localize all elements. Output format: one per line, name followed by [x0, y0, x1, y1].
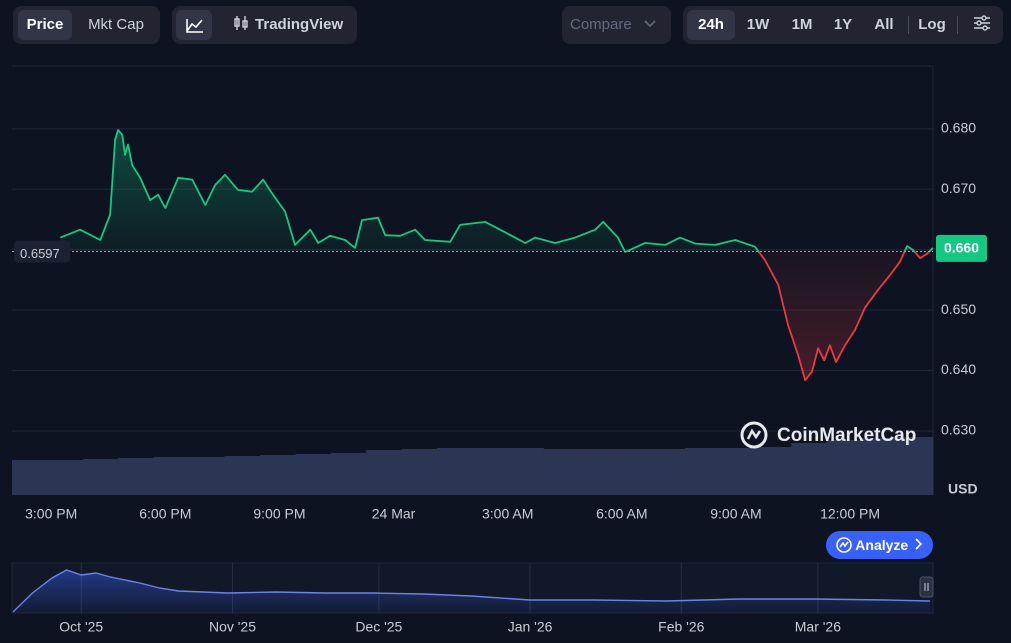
candle-icon	[234, 16, 248, 30]
price-area	[60, 130, 934, 381]
navigator-handle	[919, 576, 934, 598]
tab-group: Price Mkt Cap	[13, 6, 160, 44]
volume-bar	[47, 460, 84, 495]
y-tick-label: 0.630	[941, 422, 976, 438]
volume-bar	[507, 448, 544, 495]
x-tick-label: 6:00 AM	[596, 506, 647, 522]
volume-bar	[578, 449, 615, 495]
x-tick-label: 6:00 PM	[139, 506, 191, 522]
baseline-label-box	[14, 240, 70, 263]
navigator-handle-grip	[924, 583, 929, 591]
volume-bar	[330, 453, 367, 495]
settings-button[interactable]	[965, 10, 999, 40]
volume-bar	[791, 443, 828, 495]
volume-bar	[82, 459, 119, 495]
y-axis-unit: USD	[948, 481, 978, 497]
volume-bar	[862, 438, 899, 495]
volume-bar	[472, 448, 509, 495]
volume-bar	[685, 448, 721, 495]
tradingview-label: TradingView	[255, 16, 344, 33]
x-tick-label: 3:00 PM	[25, 506, 77, 522]
volume-bar	[366, 450, 403, 495]
watermark: CoinMarketCap	[777, 425, 916, 446]
volume-bar	[720, 448, 757, 495]
volume-bar	[12, 460, 48, 495]
chevron	[644, 20, 656, 28]
current-price-tag	[936, 234, 987, 262]
volume-bar	[153, 457, 190, 495]
log-toggle[interactable]: Log	[918, 16, 946, 33]
volume-bar	[649, 449, 686, 495]
y-tick-label: 0.670	[941, 180, 976, 196]
compare-label: Compare	[570, 16, 632, 33]
volume-bar	[437, 448, 473, 495]
navigator-tick-label: Mar '26	[795, 619, 841, 635]
baseline-label: 0.6597	[20, 246, 60, 261]
x-tick-label: 9:00 AM	[710, 506, 761, 522]
volume-bar	[401, 449, 438, 495]
navigator-area	[12, 570, 931, 613]
volume-bar	[118, 458, 155, 495]
tab-price[interactable]: Price	[18, 10, 72, 40]
separator	[957, 16, 958, 34]
x-tick-label: 24 Mar	[372, 506, 416, 522]
tab-mktcap[interactable]: Mkt Cap	[88, 16, 144, 33]
volume-bar	[755, 447, 792, 495]
price-line	[59, 129, 934, 382]
analyze-label: Analyze	[855, 537, 909, 553]
y-tick-label: 0.640	[941, 361, 976, 377]
watermark-logo	[740, 421, 768, 449]
navigator-line	[12, 569, 931, 613]
volume-bar	[897, 437, 934, 495]
y-tick-label: 0.680	[941, 120, 976, 136]
range-24h[interactable]: 24h	[687, 10, 735, 40]
volume-bar	[543, 449, 580, 495]
analyze-button[interactable]: Analyze	[826, 531, 933, 559]
navigator-tick-label: Oct '25	[59, 619, 103, 635]
navigator-tick-label: Dec '25	[355, 619, 402, 635]
volume-bar	[614, 449, 651, 495]
x-tick-label: 12:00 PM	[820, 506, 880, 522]
volume-bar	[224, 456, 261, 495]
compare-dropdown[interactable]: Compare	[562, 6, 671, 44]
analyze-icon	[836, 537, 852, 553]
navigator-tick-label: Jan '26	[508, 619, 553, 635]
line-icon	[186, 19, 203, 33]
range-1m[interactable]: 1M	[791, 16, 813, 33]
navigator-tick-label: Feb '26	[658, 619, 704, 635]
line-style-button[interactable]	[176, 10, 212, 40]
volume-bar	[295, 454, 332, 495]
navigator-frame	[11, 562, 934, 614]
y-tick-label: 0.660	[941, 240, 976, 256]
x-tick-label: 9:00 PM	[253, 506, 305, 522]
chevron	[915, 538, 923, 550]
current-price-label: 0.660	[944, 240, 979, 256]
range-1w[interactable]: 1W	[746, 16, 770, 33]
range-group: 24h 1W 1M 1Y All Log	[683, 6, 1003, 44]
x-tick-label: 3:00 AM	[482, 506, 533, 522]
tradingview-button[interactable]: TradingView	[224, 10, 352, 40]
settings-icon	[974, 15, 990, 31]
y-tick-label: 0.650	[941, 301, 976, 317]
chart-style-group: TradingView	[172, 6, 357, 44]
range-1y[interactable]: 1Y	[833, 16, 853, 33]
navigator-tick-label: Nov '25	[209, 619, 256, 635]
watermark-logo-mark	[746, 428, 762, 440]
volume-bar	[259, 455, 296, 495]
volume-bar	[826, 440, 863, 495]
range-all[interactable]: All	[874, 16, 894, 33]
separator	[908, 16, 909, 34]
volume-bar	[189, 457, 226, 495]
